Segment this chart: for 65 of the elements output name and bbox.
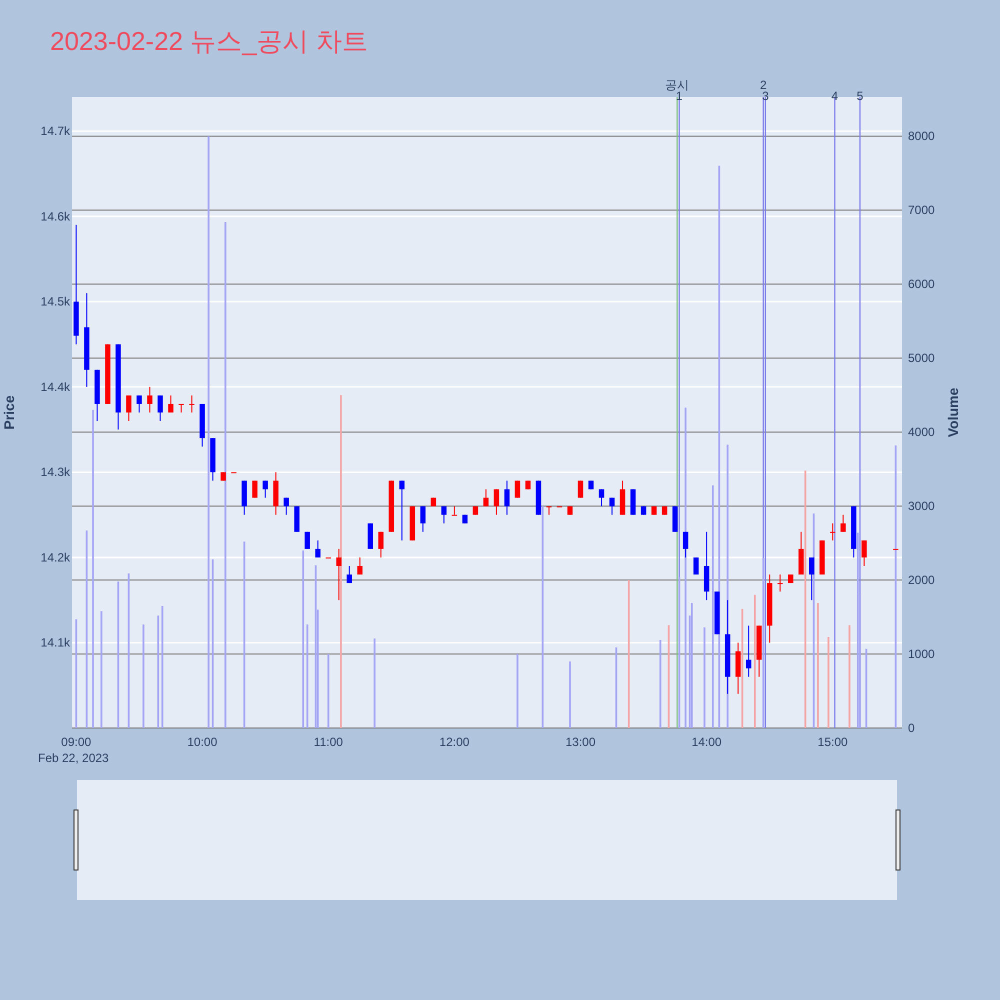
- candlestick: [778, 574, 783, 592]
- ref-line-label: 4: [831, 89, 838, 103]
- candlestick: [809, 556, 814, 601]
- candlestick: [189, 394, 194, 413]
- ref-line-label: 3: [762, 89, 770, 103]
- candlestick: [598, 488, 604, 507]
- candlestick: [136, 394, 142, 413]
- candlestick: [514, 480, 520, 498]
- candlestick: [357, 556, 362, 576]
- ref-line-label: 1: [676, 89, 683, 103]
- candlestick: [147, 386, 152, 413]
- y2-tick-label: 4000: [908, 425, 936, 440]
- candlestick: [452, 506, 458, 516]
- ref-line-label: 공시: [665, 78, 690, 92]
- x-tick-label: 15:00: [818, 735, 848, 749]
- x-tick-label: 14:00: [692, 735, 722, 749]
- x-tick-label: 13:00: [565, 735, 596, 749]
- candlestick: [262, 480, 268, 498]
- y2-tick-label: 7000: [908, 203, 936, 218]
- candlestick: [483, 488, 489, 507]
- x-tick-label: 12:00: [439, 735, 470, 749]
- y2-tick-label: 3000: [908, 499, 936, 514]
- candlestick: [494, 488, 500, 516]
- candlestick: [284, 497, 289, 516]
- candlestick: [315, 540, 320, 558]
- y-tick-label: 14.1k: [40, 636, 71, 650]
- ref-line-label: 2: [760, 78, 767, 92]
- y-tick-label: 14.5k: [40, 294, 71, 309]
- x-tick-label: 11:00: [314, 735, 344, 749]
- candlestick: [609, 497, 615, 516]
- y-tick-label: 14.4k: [40, 380, 71, 394]
- y2-tick-label: 8000: [908, 129, 936, 144]
- x-tick-label: 10:00: [187, 735, 218, 749]
- candlestick: [336, 548, 342, 601]
- y-tick-label: 14.6k: [40, 209, 71, 224]
- candlestick: [682, 531, 688, 558]
- candlestick: [304, 531, 310, 550]
- candlestick: [346, 565, 352, 584]
- y2-tick-label: 5000: [908, 351, 936, 366]
- candlestick: [168, 394, 174, 413]
- y-axis-title: Price: [1, 395, 17, 430]
- y2-tick-label: 6000: [908, 277, 936, 292]
- y2-tick-label: 2000: [908, 573, 936, 588]
- candlestick: [126, 394, 132, 422]
- candlestick: [441, 506, 447, 524]
- candlestick: [158, 394, 163, 422]
- y2-tick-label: 0: [908, 721, 915, 735]
- y-tick-label: 14.2k: [40, 550, 71, 564]
- candlestick: [420, 506, 426, 532]
- chart-title: 2023-02-22 뉴스_공시 차트: [50, 26, 368, 56]
- candlestick: [862, 540, 867, 566]
- y-tick-label: 14.7k: [40, 124, 71, 138]
- candlestick: [378, 531, 384, 558]
- candlestick: [840, 514, 846, 532]
- y-tick-label: 14.3k: [40, 465, 71, 480]
- candlestick: [578, 480, 584, 498]
- y2-tick-label: 1000: [908, 647, 936, 662]
- candlestick: [399, 480, 405, 541]
- candlestick: [252, 480, 258, 498]
- ref-line-label: 5: [856, 89, 864, 103]
- candlestick: [746, 625, 752, 678]
- candlestick: [830, 522, 836, 541]
- y2-axis-title: Volume: [945, 388, 961, 438]
- candlestick: [504, 480, 510, 516]
- x-tick-label: 09:00 Feb 22, 2023: [38, 735, 110, 765]
